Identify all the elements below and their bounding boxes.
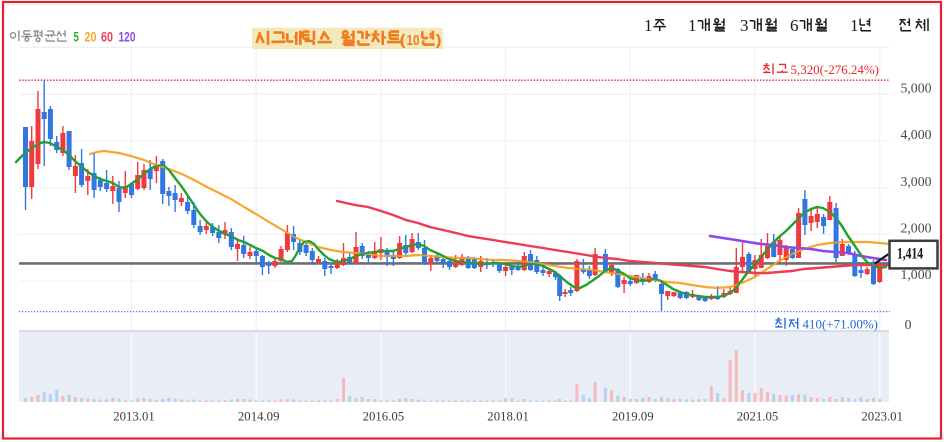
svg-text:1: 1 [688,16,697,35]
svg-text:2023.01: 2023.01 [861,410,903,424]
svg-text:5: 5 [74,29,80,44]
svg-text:2013.01: 2013.01 [113,410,155,424]
svg-text:1,000: 1,000 [900,267,931,282]
svg-text:2021.05: 2021.05 [737,410,779,424]
svg-text:2018.01: 2018.01 [487,410,529,424]
svg-text:4,000: 4,000 [900,127,931,142]
svg-text:2016.05: 2016.05 [363,410,405,424]
svg-text:(: ( [400,32,406,49]
svg-text:2014.09: 2014.09 [238,410,280,424]
svg-text:2,000: 2,000 [900,221,931,236]
svg-text:10: 10 [407,32,420,49]
svg-text:1,414: 1,414 [897,245,923,262]
svg-text:1: 1 [850,16,859,35]
svg-text:6: 6 [790,16,799,35]
svg-text:60: 60 [101,29,113,44]
svg-text:3: 3 [740,16,749,35]
svg-text:): ) [436,32,442,49]
svg-text:120: 120 [119,29,136,44]
svg-text:0: 0 [905,317,912,332]
svg-text:410(+71.00%): 410(+71.00%) [803,317,879,332]
svg-text:5,000: 5,000 [900,80,931,95]
svg-text:1: 1 [644,16,653,35]
svg-text:5,320(-276.24%): 5,320(-276.24%) [791,62,880,77]
svg-text:2019.09: 2019.09 [612,410,654,424]
svg-text:20: 20 [85,29,97,44]
svg-text:3,000: 3,000 [900,174,931,189]
